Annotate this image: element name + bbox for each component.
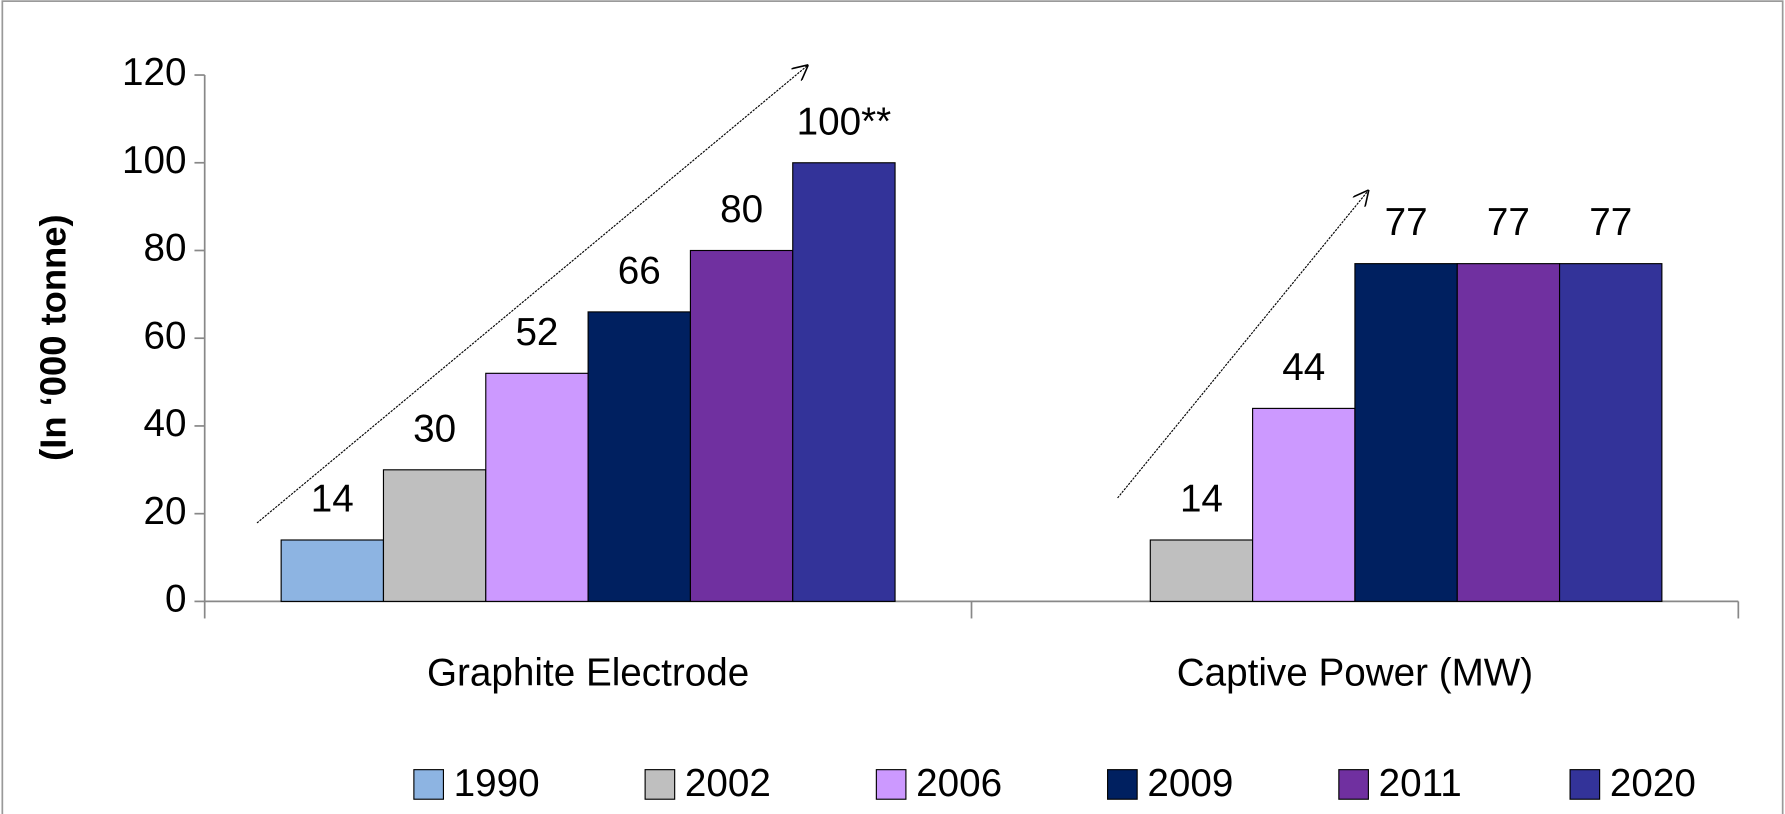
y-tick-label: 120 xyxy=(122,51,186,94)
bar xyxy=(1456,263,1561,602)
bar xyxy=(280,539,385,602)
data-label: 14 xyxy=(311,478,354,521)
data-label: 77 xyxy=(1589,201,1632,244)
data-label: 80 xyxy=(720,188,763,231)
data-label: 30 xyxy=(413,407,456,450)
bar xyxy=(485,372,589,602)
legend-label: 2009 xyxy=(1147,762,1233,805)
data-label: 44 xyxy=(1282,346,1325,389)
trend-arrow xyxy=(256,65,808,524)
y-tick-label: 60 xyxy=(144,314,187,357)
data-label: 77 xyxy=(1385,201,1428,244)
x-tick-label: Captive Power (MW) xyxy=(1177,652,1533,695)
data-label: 52 xyxy=(515,311,558,354)
y-axis-label: (In ‘000 tonne) xyxy=(32,214,73,460)
bar xyxy=(1558,263,1663,602)
legend-label: 2011 xyxy=(1379,762,1462,805)
y-tick-label: 80 xyxy=(144,227,187,270)
bar xyxy=(1149,539,1254,602)
legend-label: 2006 xyxy=(916,762,1002,805)
trend-arrow xyxy=(1117,190,1369,499)
legend-swatch xyxy=(644,769,676,800)
legend-swatch xyxy=(1107,769,1138,800)
bar xyxy=(382,469,487,602)
legend-swatch xyxy=(1338,769,1369,800)
y-tick-label: 100 xyxy=(122,139,186,182)
legend-swatch xyxy=(875,769,907,800)
data-label: 77 xyxy=(1487,201,1530,244)
data-label: 14 xyxy=(1180,478,1223,521)
y-tick-label: 0 xyxy=(165,578,187,621)
y-tick-label: 20 xyxy=(144,490,187,533)
bar xyxy=(1354,263,1458,602)
legend-label: 2002 xyxy=(685,762,771,805)
legend-swatch xyxy=(1569,769,1601,800)
data-label: 66 xyxy=(618,249,661,292)
bar xyxy=(587,311,691,602)
legend-label: 2020 xyxy=(1610,762,1696,805)
legend-label: 1990 xyxy=(454,762,540,805)
data-label: 100** xyxy=(797,100,892,143)
x-tick-label: Graphite Electrode xyxy=(427,652,749,695)
bar xyxy=(689,249,794,602)
y-tick-label: 40 xyxy=(144,402,187,445)
legend-swatch xyxy=(413,769,445,800)
bar xyxy=(1252,407,1356,602)
bar xyxy=(792,162,896,602)
